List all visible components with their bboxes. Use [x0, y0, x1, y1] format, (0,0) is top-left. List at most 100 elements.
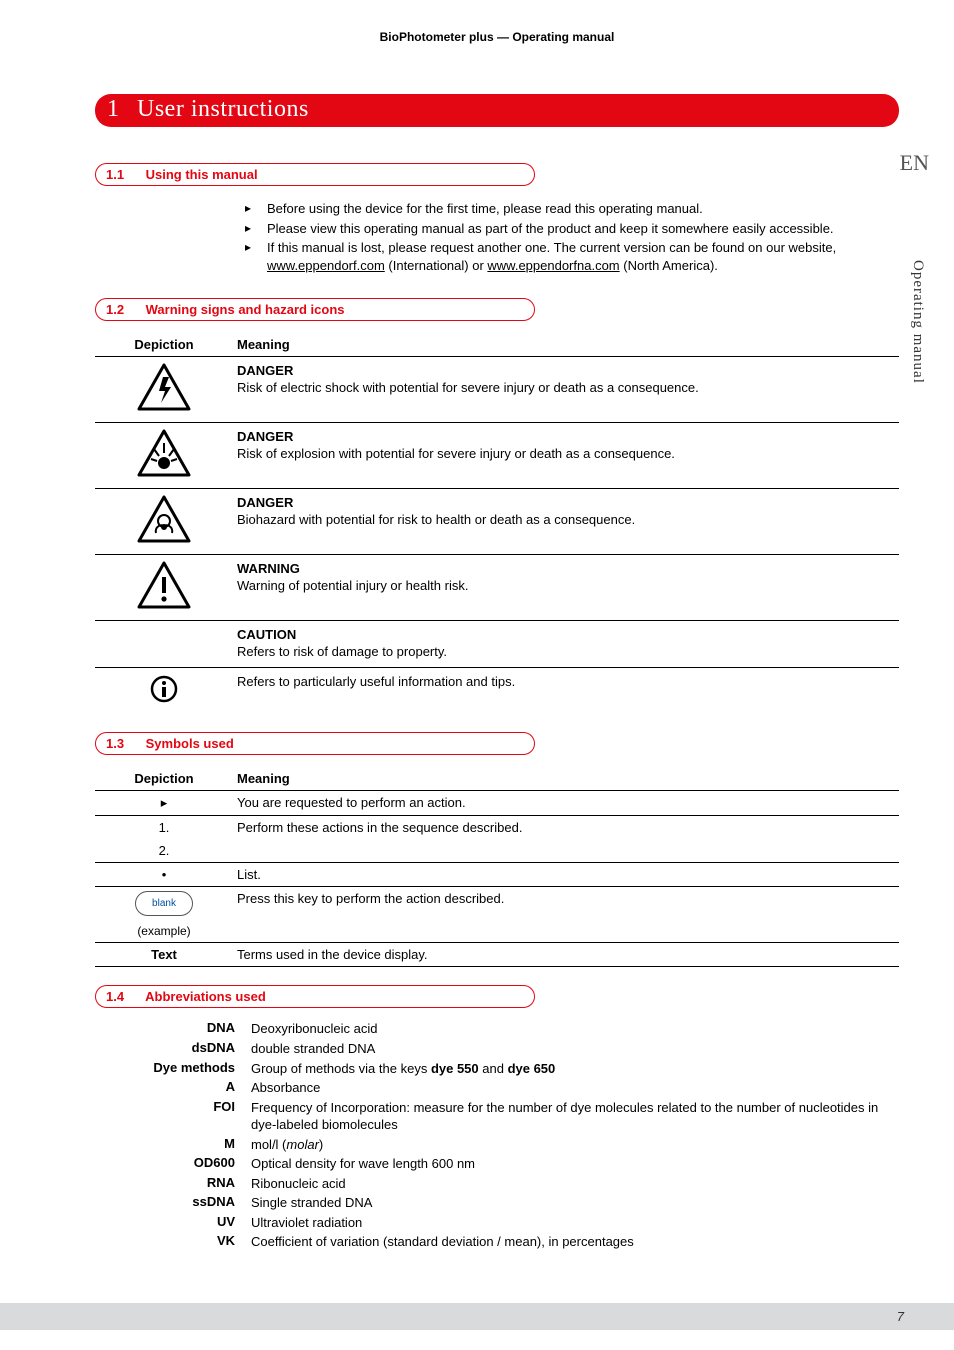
- shock-icon: [95, 357, 233, 423]
- abbrev-term: FOI: [95, 1099, 251, 1114]
- abbrev-def: Ultraviolet radiation: [251, 1214, 899, 1232]
- symbol-num: 2.: [95, 839, 233, 863]
- table-row: CAUTIONRefers to risk of damage to prope…: [95, 620, 899, 667]
- list-item: ▸ If this manual is lost, please request…: [245, 239, 899, 274]
- table-row: DANGERRisk of electric shock with potent…: [95, 357, 899, 423]
- section-title: Warning signs and hazard icons: [146, 302, 345, 317]
- arrow-icon: ▸: [245, 239, 257, 256]
- bullet-text: Please view this operating manual as par…: [267, 220, 899, 238]
- abbrev-def: double stranded DNA: [251, 1040, 899, 1058]
- abbrev-term: RNA: [95, 1175, 251, 1190]
- hazard-meaning: WARNINGWarning of potential injury or he…: [233, 554, 899, 620]
- abbrev-row: dsDNAdouble stranded DNA: [95, 1040, 899, 1058]
- table-row: Text Terms used in the device display.: [95, 943, 899, 967]
- abbrev-term: UV: [95, 1214, 251, 1229]
- section-title: Abbreviations used: [145, 989, 266, 1004]
- table-row: 2.: [95, 839, 899, 863]
- symbol-meaning: Perform these actions in the sequence de…: [233, 816, 899, 840]
- doc-header: BioPhotometer plus — Operating manual: [95, 30, 899, 44]
- info-icon: [95, 667, 233, 714]
- warning-icon: [95, 554, 233, 620]
- symbol-meaning: [233, 839, 899, 863]
- table-row: DANGERBiohazard with potential for risk …: [95, 488, 899, 554]
- hazard-table: Depiction Meaning DANGERRisk of electric…: [95, 333, 899, 714]
- abbrev-def: Absorbance: [251, 1079, 899, 1097]
- biohazard-icon: [95, 488, 233, 554]
- symbol-num: 1.: [95, 816, 233, 840]
- abbrev-def: Deoxyribonucleic acid: [251, 1020, 899, 1038]
- col-depiction: Depiction: [95, 333, 233, 357]
- symbol-example-label: (example): [95, 920, 233, 943]
- abbrev-term: dsDNA: [95, 1040, 251, 1055]
- abbrev-row: AAbsorbance: [95, 1079, 899, 1097]
- section-1-1-heading: 1.1 Using this manual: [95, 163, 535, 186]
- hazard-meaning: CAUTIONRefers to risk of damage to prope…: [233, 620, 899, 667]
- link-eppendorfna[interactable]: www.eppendorfna.com: [487, 258, 619, 273]
- section-num: 1.2: [106, 302, 142, 317]
- abbrev-term: A: [95, 1079, 251, 1094]
- table-row: (example): [95, 920, 899, 943]
- abbrev-row: UVUltraviolet radiation: [95, 1214, 899, 1232]
- blank-key-icon: blank: [135, 891, 193, 916]
- abbrev-row: Dye methodsGroup of methods via the keys…: [95, 1060, 899, 1078]
- section-1-1-bullets: ▸ Before using the device for the first …: [245, 200, 899, 274]
- abbrev-def: Coefficient of variation (standard devia…: [251, 1233, 899, 1251]
- abbrev-row: RNARibonucleic acid: [95, 1175, 899, 1193]
- table-row: ▸ You are requested to perform an action…: [95, 791, 899, 816]
- abbrev-term: ssDNA: [95, 1194, 251, 1209]
- abbrev-def: Ribonucleic acid: [251, 1175, 899, 1193]
- symbol-text: Text: [95, 943, 233, 967]
- hazard-meaning: DANGERRisk of electric shock with potent…: [233, 357, 899, 423]
- page-footer: 7: [0, 1303, 954, 1330]
- table-row: blank Press this key to perform the acti…: [95, 887, 899, 921]
- symbol-meaning: Press this key to perform the action des…: [233, 887, 899, 921]
- table-row: WARNINGWarning of potential injury or he…: [95, 554, 899, 620]
- symbol-meaning: Terms used in the device display.: [233, 943, 899, 967]
- section-num: 1.3: [106, 736, 142, 751]
- symbols-table: Depiction Meaning ▸ You are requested to…: [95, 767, 899, 967]
- arrow-icon: ▸: [245, 200, 257, 217]
- table-row: DANGERRisk of explosion with potential f…: [95, 423, 899, 489]
- abbrev-term: DNA: [95, 1020, 251, 1035]
- abbrev-row: Mmol/l (molar): [95, 1136, 899, 1154]
- abbrev-term: VK: [95, 1233, 251, 1248]
- table-row: 1. Perform these actions in the sequence…: [95, 816, 899, 840]
- abbrev-row: FOIFrequency of Incorporation: measure f…: [95, 1099, 899, 1134]
- no-icon: [95, 620, 233, 667]
- chapter-bar: 1 User instructions: [95, 94, 899, 127]
- section-title: Using this manual: [146, 167, 258, 182]
- side-label: Operating manual: [909, 260, 926, 384]
- symbol-meaning: You are requested to perform an action.: [233, 791, 899, 816]
- abbrev-term: OD600: [95, 1155, 251, 1170]
- section-title: Symbols used: [146, 736, 234, 751]
- symbol-key: blank: [95, 887, 233, 921]
- symbol-meaning: List.: [233, 863, 899, 887]
- table-row: • List.: [95, 863, 899, 887]
- section-num: 1.4: [106, 989, 142, 1004]
- page-number: 7: [897, 1309, 904, 1324]
- abbrev-row: ssDNASingle stranded DNA: [95, 1194, 899, 1212]
- section-1-3-heading: 1.3 Symbols used: [95, 732, 535, 755]
- abbrev-row: OD600Optical density for wave length 600…: [95, 1155, 899, 1173]
- abbrev-def: Group of methods via the keys dye 550 an…: [251, 1060, 899, 1078]
- language-tag: EN: [900, 150, 929, 176]
- chapter-title: User instructions: [137, 96, 309, 123]
- list-item: ▸ Before using the device for the first …: [245, 200, 899, 218]
- section-1-4-heading: 1.4 Abbreviations used: [95, 985, 535, 1008]
- table-row: Refers to particularly useful informatio…: [95, 667, 899, 714]
- abbrev-list: DNADeoxyribonucleic aciddsDNAdouble stra…: [95, 1020, 899, 1251]
- abbrev-term: Dye methods: [95, 1060, 251, 1075]
- hazard-meaning: Refers to particularly useful informatio…: [233, 667, 899, 714]
- link-eppendorf[interactable]: www.eppendorf.com: [267, 258, 385, 273]
- abbrev-term: M: [95, 1136, 251, 1151]
- abbrev-def: Frequency of Incorporation: measure for …: [251, 1099, 899, 1134]
- hazard-meaning: DANGERRisk of explosion with potential f…: [233, 423, 899, 489]
- col-meaning: Meaning: [233, 767, 899, 791]
- col-depiction: Depiction: [95, 767, 233, 791]
- abbrev-def: mol/l (molar): [251, 1136, 899, 1154]
- col-meaning: Meaning: [233, 333, 899, 357]
- abbrev-def: Optical density for wave length 600 nm: [251, 1155, 899, 1173]
- abbrev-row: DNADeoxyribonucleic acid: [95, 1020, 899, 1038]
- abbrev-row: VKCoefficient of variation (standard dev…: [95, 1233, 899, 1251]
- arrow-icon: ▸: [245, 220, 257, 237]
